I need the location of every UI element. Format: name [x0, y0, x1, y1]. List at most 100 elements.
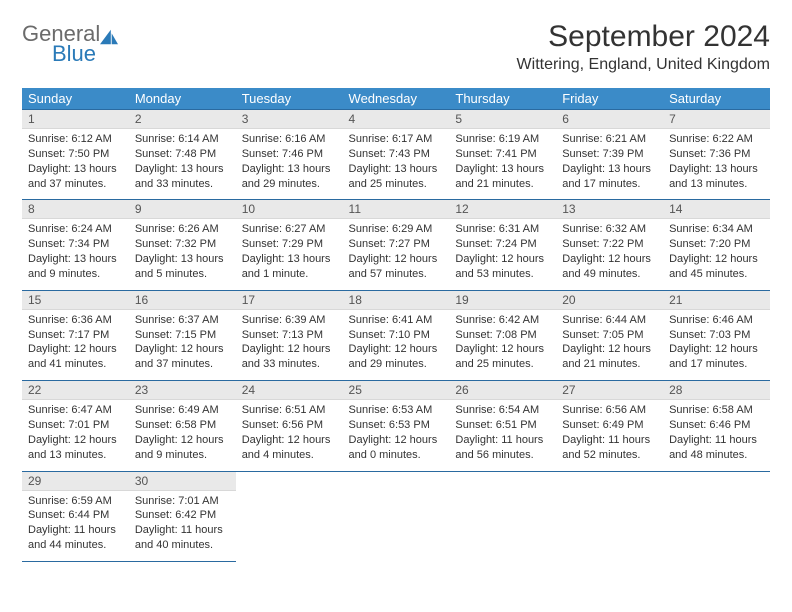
day-number: 1	[22, 110, 129, 129]
daylight-line: Daylight: 12 hours and 21 minutes.	[562, 342, 657, 372]
sunrise-line: Sunrise: 6:34 AM	[669, 222, 764, 237]
day-body: Sunrise: 6:44 AMSunset: 7:05 PMDaylight:…	[556, 310, 663, 380]
sunrise-line: Sunrise: 6:21 AM	[562, 132, 657, 147]
sunrise-line: Sunrise: 6:24 AM	[28, 222, 123, 237]
calendar-row: 1 Sunrise: 6:12 AMSunset: 7:50 PM Daylight…	[22, 110, 770, 200]
daylight-line: Daylight: 12 hours and 17 minutes.	[669, 342, 764, 372]
day-body: Sunrise: 6:36 AMSunset: 7:17 PMDaylight:…	[22, 310, 129, 380]
day-body: Sunrise: 6:37 AMSunset: 7:15 PMDaylight:…	[129, 310, 236, 380]
sunset-line: Sunset: 7:15 PM	[135, 328, 230, 343]
sunset-line: Sunset: 7:32 PM	[135, 237, 230, 252]
day-number: 28	[663, 381, 770, 400]
calendar-cell: 3Sunrise: 6:16 AMSunset: 7:46 PMDaylight…	[236, 110, 343, 200]
daylight-line: Daylight: 13 hours and 9 minutes.	[28, 252, 123, 282]
calendar-cell: 16Sunrise: 6:37 AMSunset: 7:15 PMDayligh…	[129, 290, 236, 380]
day-body: Sunrise: 7:01 AMSunset: 6:42 PMDaylight:…	[129, 491, 236, 561]
calendar-cell: 12Sunrise: 6:31 AMSunset: 7:24 PMDayligh…	[449, 200, 556, 290]
calendar-cell: 22Sunrise: 6:47 AMSunset: 7:01 PMDayligh…	[22, 381, 129, 471]
weekday-friday: Friday	[556, 88, 663, 110]
sunrise-line: Sunrise: 6:36 AM	[28, 313, 123, 328]
day-number: 23	[129, 381, 236, 400]
sunrise-line: Sunrise: 7:01 AM	[135, 494, 230, 509]
sunrise-line: Sunrise: 6:47 AM	[28, 403, 123, 418]
weekday-saturday: Saturday	[663, 88, 770, 110]
daylight-line: Daylight: 12 hours and 57 minutes.	[349, 252, 444, 282]
day-number: 5	[449, 110, 556, 129]
sunset-line: Sunset: 7:39 PM	[562, 147, 657, 162]
day-number: 25	[343, 381, 450, 400]
daylight-line: Daylight: 12 hours and 41 minutes.	[28, 342, 123, 372]
calendar-cell: 29Sunrise: 6:59 AMSunset: 6:44 PMDayligh…	[22, 471, 129, 561]
day-body: Sunrise: 6:24 AMSunset: 7:34 PMDaylight:…	[22, 219, 129, 289]
sunrise-line: Sunrise: 6:19 AM	[455, 132, 550, 147]
sunset-line: Sunset: 7:50 PM	[28, 147, 123, 162]
sunrise-line: Sunrise: 6:51 AM	[242, 403, 337, 418]
day-body: Sunrise: 6:31 AMSunset: 7:24 PMDaylight:…	[449, 219, 556, 289]
day-number: 10	[236, 200, 343, 219]
calendar-cell: 19Sunrise: 6:42 AMSunset: 7:08 PMDayligh…	[449, 290, 556, 380]
calendar-cell: 28Sunrise: 6:58 AMSunset: 6:46 PMDayligh…	[663, 381, 770, 471]
sunset-line: Sunset: 7:01 PM	[28, 418, 123, 433]
day-number: 21	[663, 291, 770, 310]
calendar-cell: 2Sunrise: 6:14 AMSunset: 7:48 PMDaylight…	[129, 110, 236, 200]
calendar-cell: 7Sunrise: 6:22 AMSunset: 7:36 PMDaylight…	[663, 110, 770, 200]
sunset-line: Sunset: 7:13 PM	[242, 328, 337, 343]
calendar-table: Sunday Monday Tuesday Wednesday Thursday…	[22, 88, 770, 562]
daylight-line: Daylight: 12 hours and 4 minutes.	[242, 433, 337, 463]
calendar-cell	[556, 471, 663, 561]
logo-blue-text: Blue	[22, 44, 120, 65]
day-body: Sunrise: 6:39 AMSunset: 7:13 PMDaylight:…	[236, 310, 343, 380]
daylight-line: Daylight: 12 hours and 33 minutes.	[242, 342, 337, 372]
sunset-line: Sunset: 7:20 PM	[669, 237, 764, 252]
sunset-line: Sunset: 7:43 PM	[349, 147, 444, 162]
day-number: 16	[129, 291, 236, 310]
daylight-line: Daylight: 13 hours and 13 minutes.	[669, 162, 764, 192]
sunrise-line: Sunrise: 6:54 AM	[455, 403, 550, 418]
calendar-row: 15Sunrise: 6:36 AMSunset: 7:17 PMDayligh…	[22, 290, 770, 380]
sunset-line: Sunset: 7:27 PM	[349, 237, 444, 252]
daylight-line: Daylight: 12 hours and 0 minutes.	[349, 433, 444, 463]
day-number: 27	[556, 381, 663, 400]
calendar-cell: 6Sunrise: 6:21 AMSunset: 7:39 PMDaylight…	[556, 110, 663, 200]
day-number: 22	[22, 381, 129, 400]
sunrise-line: Sunrise: 6:53 AM	[349, 403, 444, 418]
day-number: 18	[343, 291, 450, 310]
sunset-line: Sunset: 7:41 PM	[455, 147, 550, 162]
sunrise-line: Sunrise: 6:16 AM	[242, 132, 337, 147]
sunrise-line: Sunrise: 6:12 AM	[28, 132, 123, 147]
sunrise-line: Sunrise: 6:46 AM	[669, 313, 764, 328]
day-body: Sunrise: 6:34 AMSunset: 7:20 PMDaylight:…	[663, 219, 770, 289]
day-body: Sunrise: 6:27 AMSunset: 7:29 PMDaylight:…	[236, 219, 343, 289]
sunset-line: Sunset: 7:03 PM	[669, 328, 764, 343]
day-number: 26	[449, 381, 556, 400]
sunset-line: Sunset: 7:46 PM	[242, 147, 337, 162]
weekday-tuesday: Tuesday	[236, 88, 343, 110]
day-number: 19	[449, 291, 556, 310]
month-title: September 2024	[517, 20, 770, 54]
sunset-line: Sunset: 7:17 PM	[28, 328, 123, 343]
sunset-line: Sunset: 6:46 PM	[669, 418, 764, 433]
day-body: Sunrise: 6:58 AMSunset: 6:46 PMDaylight:…	[663, 400, 770, 470]
weekday-thursday: Thursday	[449, 88, 556, 110]
calendar-cell: 20Sunrise: 6:44 AMSunset: 7:05 PMDayligh…	[556, 290, 663, 380]
day-number: 20	[556, 291, 663, 310]
calendar-cell: 14Sunrise: 6:34 AMSunset: 7:20 PMDayligh…	[663, 200, 770, 290]
calendar-cell: 18Sunrise: 6:41 AMSunset: 7:10 PMDayligh…	[343, 290, 450, 380]
sunrise-line: Sunrise: 6:26 AM	[135, 222, 230, 237]
day-body: Sunrise: 6:46 AMSunset: 7:03 PMDaylight:…	[663, 310, 770, 380]
header: General Blue September 2024 Wittering, E…	[22, 20, 770, 74]
sunrise-line: Sunrise: 6:14 AM	[135, 132, 230, 147]
weekday-wednesday: Wednesday	[343, 88, 450, 110]
day-number: 4	[343, 110, 450, 129]
day-number: 3	[236, 110, 343, 129]
calendar-cell: 5Sunrise: 6:19 AMSunset: 7:41 PMDaylight…	[449, 110, 556, 200]
day-body: Sunrise: 6:16 AMSunset: 7:46 PMDaylight:…	[236, 129, 343, 199]
sunrise-line: Sunrise: 6:42 AM	[455, 313, 550, 328]
calendar-cell: 26Sunrise: 6:54 AMSunset: 6:51 PMDayligh…	[449, 381, 556, 471]
sail-icon	[98, 28, 120, 46]
daylight-line: Daylight: 13 hours and 1 minute.	[242, 252, 337, 282]
calendar-cell: 13Sunrise: 6:32 AMSunset: 7:22 PMDayligh…	[556, 200, 663, 290]
day-body: Sunrise: 6:56 AMSunset: 6:49 PMDaylight:…	[556, 400, 663, 470]
sunrise-line: Sunrise: 6:27 AM	[242, 222, 337, 237]
sunrise-line: Sunrise: 6:41 AM	[349, 313, 444, 328]
